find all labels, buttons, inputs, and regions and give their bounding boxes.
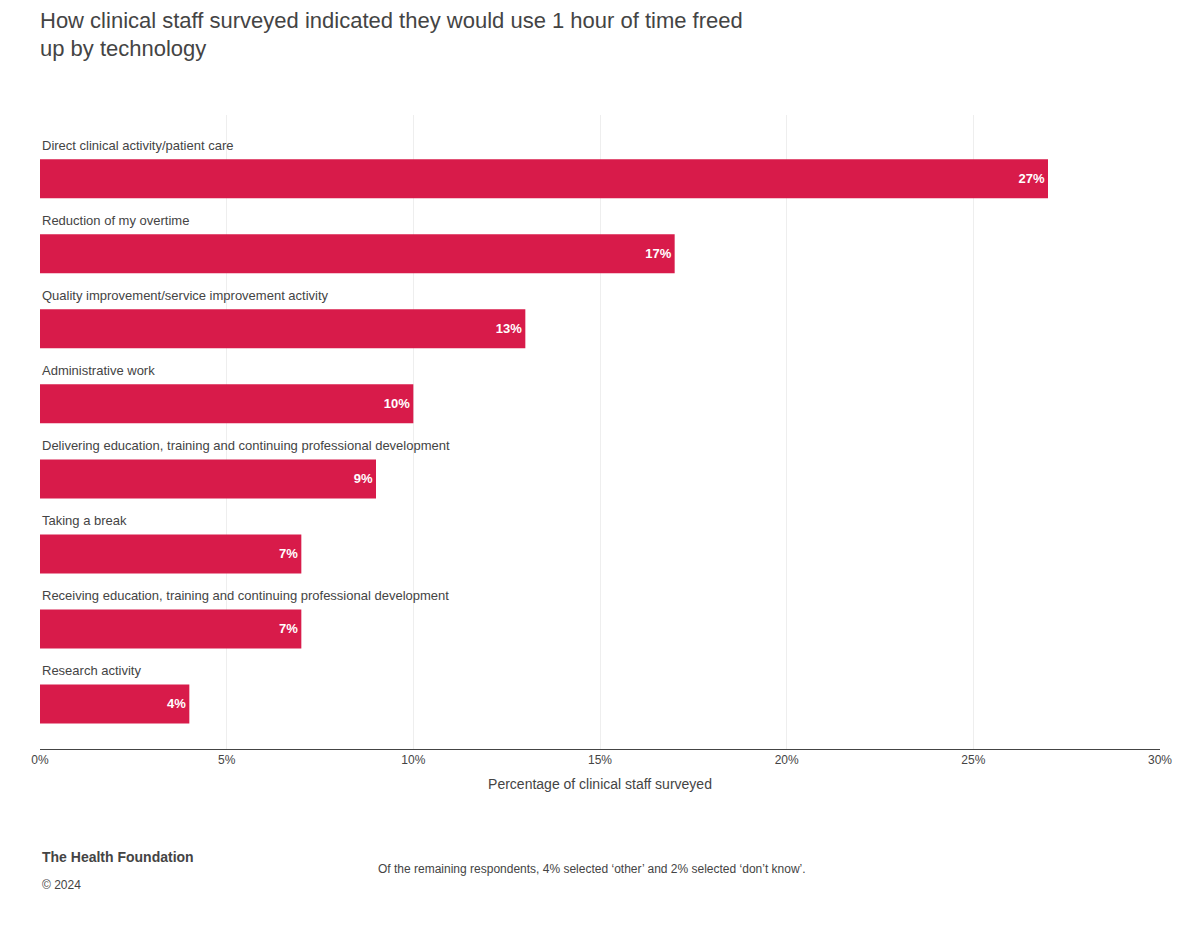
svg-text:Research activity: Research activity [42, 663, 141, 678]
svg-text:10%: 10% [401, 753, 425, 767]
svg-text:0%: 0% [31, 753, 49, 767]
svg-text:Direct clinical activity/patie: Direct clinical activity/patient care [42, 138, 233, 153]
svg-text:5%: 5% [218, 753, 236, 767]
svg-text:30%: 30% [1148, 753, 1172, 767]
svg-text:Reduction of my overtime: Reduction of my overtime [42, 213, 189, 228]
svg-text:Administrative work: Administrative work [42, 363, 155, 378]
svg-text:7%: 7% [279, 546, 298, 561]
svg-text:Percentage of clinical staff s: Percentage of clinical staff surveyed [488, 776, 712, 792]
svg-text:15%: 15% [588, 753, 612, 767]
svg-text:Quality improvement/service im: Quality improvement/service improvement … [42, 288, 329, 303]
svg-text:Delivering education, training: Delivering education, training and conti… [42, 438, 450, 453]
svg-text:27%: 27% [1019, 171, 1045, 186]
svg-text:Of the remaining respondents,: Of the remaining respondents, 4% selecte… [378, 862, 806, 876]
svg-text:17%: 17% [645, 246, 671, 261]
svg-text:9%: 9% [354, 471, 373, 486]
svg-text:4%: 4% [167, 696, 186, 711]
svg-text:Receiving education, training: Receiving education, training and contin… [42, 588, 449, 603]
svg-text:How clinical staff surveyed in: How clinical staff surveyed indicated th… [40, 8, 743, 62]
svg-text:25%: 25% [961, 753, 985, 767]
svg-text:7%: 7% [279, 621, 298, 636]
svg-text:13%: 13% [496, 321, 522, 336]
svg-text:The Health Foundation: The Health Foundation [42, 849, 194, 865]
svg-text:Taking a break: Taking a break [42, 513, 127, 528]
svg-text:20%: 20% [775, 753, 799, 767]
svg-text:10%: 10% [384, 396, 410, 411]
svg-text:© 2024: © 2024 [42, 878, 81, 892]
